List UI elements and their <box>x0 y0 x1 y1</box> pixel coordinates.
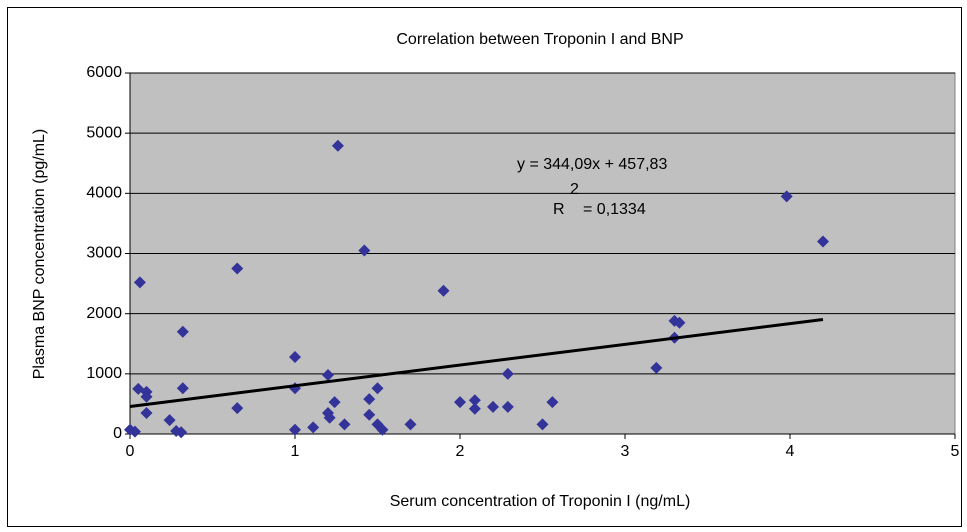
data-point <box>322 369 334 382</box>
data-point <box>454 396 466 409</box>
data-point <box>501 367 514 380</box>
y-tick-label: 6000 <box>86 64 122 81</box>
data-point <box>363 393 376 406</box>
x-tick-label: 1 <box>291 443 300 460</box>
data-point <box>501 400 514 413</box>
data-point <box>338 418 351 431</box>
data-point <box>468 394 481 407</box>
data-point <box>323 411 336 424</box>
r-squared-label: R <box>553 201 565 218</box>
y-tick-label: 2000 <box>86 305 122 322</box>
data-point <box>817 235 829 248</box>
data-point <box>376 423 389 436</box>
data-point <box>163 414 176 427</box>
data-point <box>175 426 188 439</box>
data-point <box>546 396 559 409</box>
y-tick-label: 1000 <box>86 365 122 382</box>
y-tick-label: 3000 <box>86 245 122 262</box>
y-tick-label: 0 <box>113 425 122 442</box>
y-tick-label: 4000 <box>86 185 122 202</box>
trendline <box>129 318 824 408</box>
data-point <box>176 325 189 338</box>
data-point <box>231 262 244 275</box>
r-squared-value: = 0,1334 <box>583 201 646 218</box>
data-point <box>307 421 320 434</box>
data-point <box>468 402 481 415</box>
data-point <box>650 361 663 374</box>
r-squared-exponent: 2 <box>570 181 579 198</box>
x-tick-label: 4 <box>786 443 795 460</box>
data-point <box>536 418 549 431</box>
data-point <box>140 390 153 403</box>
data-point <box>487 400 499 413</box>
x-tick-label: 0 <box>126 443 135 460</box>
data-point <box>358 244 371 257</box>
x-tick-label: 3 <box>621 443 630 460</box>
data-point <box>176 382 189 395</box>
y-axis-label: Plasma BNP concentration (pg/mL) <box>31 129 48 379</box>
chart-title: Correlation between Troponin I and BNP <box>396 31 683 48</box>
data-point <box>363 408 376 421</box>
data-point <box>140 406 153 419</box>
data-point <box>371 382 384 395</box>
data-point <box>437 284 450 297</box>
x-tick-label: 5 <box>951 443 960 460</box>
data-point <box>128 425 141 438</box>
data-point <box>328 396 341 409</box>
data-point <box>780 190 793 203</box>
data-point <box>289 350 301 363</box>
x-tick-label: 2 <box>456 443 465 460</box>
data-point <box>133 276 146 289</box>
x-axis-label: Serum concentration of Troponin I (ng/mL… <box>390 493 691 510</box>
data-point <box>404 418 417 431</box>
equation-label: y = 344,09x + 457,83 <box>517 156 667 173</box>
data-point <box>289 423 301 436</box>
data-point <box>231 402 244 415</box>
data-point <box>331 139 344 152</box>
data-point <box>673 316 686 329</box>
y-tick-label: 5000 <box>86 124 122 141</box>
